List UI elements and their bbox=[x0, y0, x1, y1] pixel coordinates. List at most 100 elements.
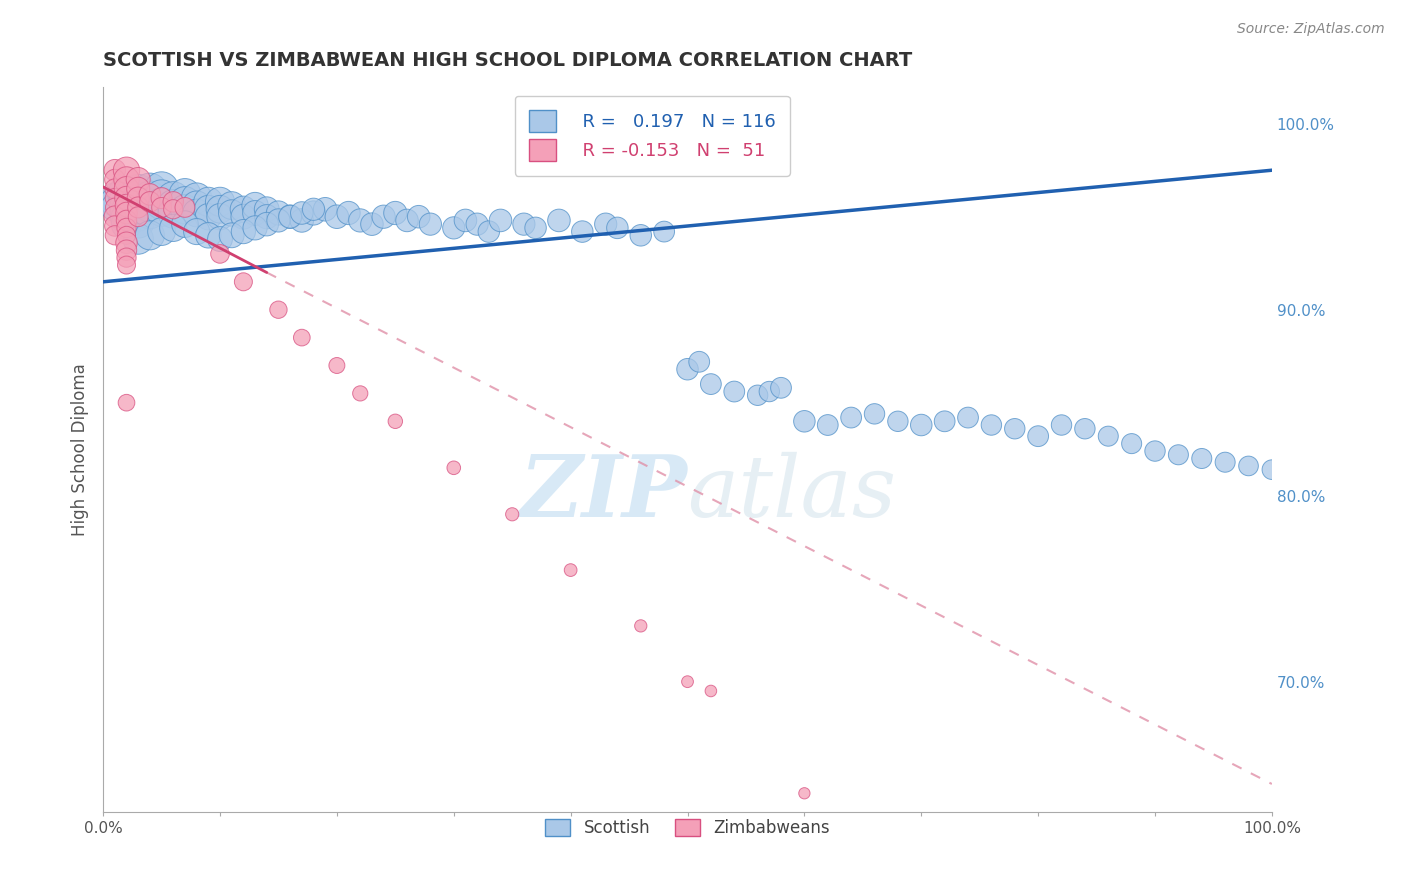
Point bbox=[758, 384, 780, 399]
Point bbox=[186, 206, 208, 220]
Point bbox=[150, 182, 173, 196]
Point bbox=[1097, 429, 1119, 443]
Point bbox=[162, 198, 184, 212]
Point bbox=[127, 201, 149, 215]
Point bbox=[676, 674, 699, 689]
Point bbox=[501, 508, 523, 522]
Point bbox=[243, 220, 266, 235]
Text: ZIP: ZIP bbox=[520, 451, 688, 534]
Point bbox=[1143, 444, 1166, 458]
Point bbox=[852, 823, 875, 838]
Point bbox=[723, 384, 745, 399]
Point bbox=[302, 202, 325, 217]
Point bbox=[127, 201, 149, 215]
Point bbox=[291, 330, 314, 344]
Point bbox=[1213, 455, 1236, 469]
Point bbox=[162, 194, 184, 209]
Point bbox=[887, 414, 910, 428]
Point bbox=[208, 194, 231, 209]
Point bbox=[197, 202, 219, 217]
Point bbox=[162, 220, 184, 235]
Point bbox=[104, 201, 127, 215]
Point bbox=[104, 163, 127, 178]
Point bbox=[174, 201, 197, 215]
Point bbox=[243, 206, 266, 220]
Point bbox=[465, 217, 488, 231]
Point bbox=[150, 189, 173, 203]
Point bbox=[150, 204, 173, 219]
Point bbox=[115, 251, 138, 265]
Point bbox=[747, 388, 769, 402]
Point bbox=[104, 191, 127, 205]
Point bbox=[139, 187, 162, 202]
Point bbox=[162, 202, 184, 217]
Point bbox=[700, 377, 723, 392]
Point bbox=[326, 210, 349, 224]
Point bbox=[817, 417, 839, 432]
Point bbox=[278, 210, 301, 224]
Point bbox=[139, 228, 162, 243]
Point bbox=[150, 225, 173, 239]
Point bbox=[314, 202, 336, 217]
Point bbox=[174, 202, 197, 217]
Text: atlas: atlas bbox=[688, 451, 897, 534]
Point bbox=[688, 355, 710, 369]
Point bbox=[115, 243, 138, 257]
Point bbox=[115, 163, 138, 178]
Point bbox=[127, 172, 149, 186]
Point bbox=[104, 219, 127, 233]
Point bbox=[489, 213, 512, 227]
Point bbox=[373, 210, 395, 224]
Point bbox=[208, 210, 231, 224]
Point bbox=[115, 211, 138, 226]
Point bbox=[956, 410, 979, 425]
Point bbox=[1167, 448, 1189, 462]
Point bbox=[115, 206, 138, 220]
Point bbox=[162, 191, 184, 205]
Point bbox=[1050, 417, 1073, 432]
Point bbox=[104, 194, 127, 209]
Point bbox=[208, 202, 231, 217]
Point bbox=[115, 198, 138, 212]
Point bbox=[115, 201, 138, 215]
Point bbox=[115, 235, 138, 250]
Point bbox=[1191, 451, 1213, 466]
Point bbox=[1026, 429, 1049, 443]
Point bbox=[127, 208, 149, 222]
Point bbox=[104, 210, 127, 224]
Point bbox=[267, 213, 290, 227]
Point bbox=[174, 187, 197, 202]
Point bbox=[443, 460, 465, 475]
Point bbox=[606, 220, 628, 235]
Point bbox=[793, 786, 815, 800]
Point bbox=[302, 206, 325, 220]
Point bbox=[232, 225, 254, 239]
Point bbox=[115, 172, 138, 186]
Point bbox=[232, 275, 254, 289]
Point bbox=[524, 220, 547, 235]
Point bbox=[115, 206, 138, 220]
Point bbox=[337, 206, 360, 220]
Point bbox=[139, 206, 162, 220]
Point bbox=[104, 228, 127, 243]
Point bbox=[1261, 463, 1284, 477]
Point bbox=[630, 228, 652, 243]
Point bbox=[208, 247, 231, 261]
Point bbox=[630, 619, 652, 633]
Point bbox=[291, 206, 314, 220]
Point bbox=[186, 198, 208, 212]
Point bbox=[793, 414, 815, 428]
Point bbox=[1004, 422, 1026, 436]
Point bbox=[127, 232, 149, 246]
Point bbox=[676, 362, 699, 376]
Point bbox=[910, 861, 932, 875]
Point bbox=[454, 213, 477, 227]
Y-axis label: High School Diploma: High School Diploma bbox=[72, 363, 89, 535]
Point bbox=[115, 258, 138, 272]
Point bbox=[419, 217, 441, 231]
Point bbox=[571, 225, 593, 239]
Point bbox=[595, 217, 617, 231]
Point bbox=[267, 206, 290, 220]
Point bbox=[560, 563, 582, 577]
Point bbox=[115, 395, 138, 409]
